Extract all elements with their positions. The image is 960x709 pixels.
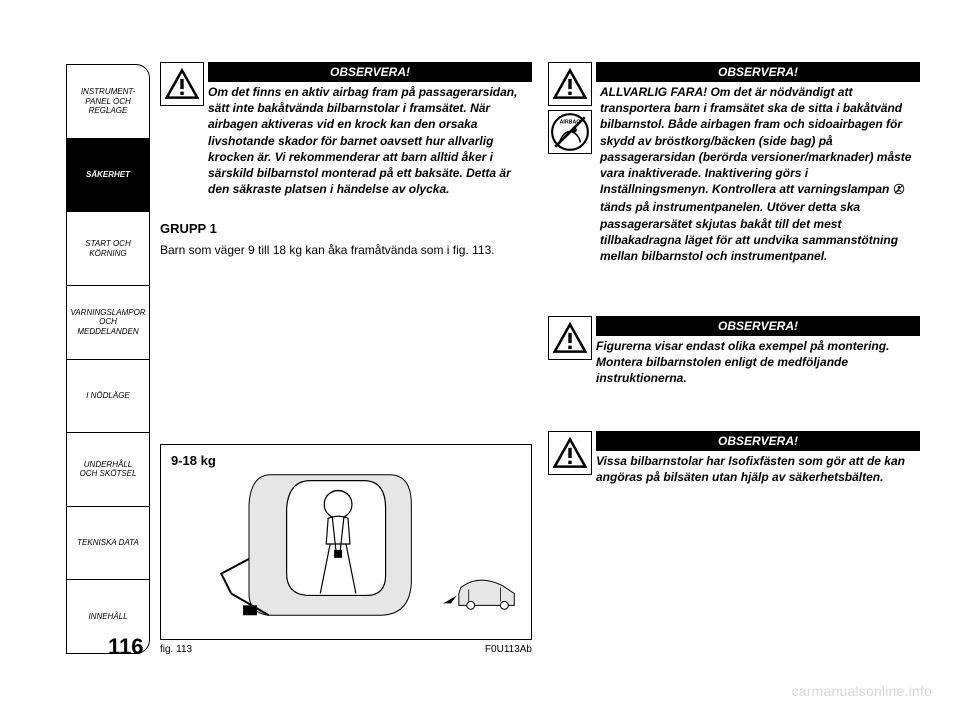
watermark: carmanualsonline.info [792, 683, 932, 699]
warning-text-content: Vissa bilbarnstolar har Isofixfästen som… [596, 454, 905, 484]
airbag-off-inline-icon [893, 183, 905, 199]
sidebar-item-label: INNEHÅLL [88, 612, 127, 622]
sidebar-item-label: TEKNISKA DATA [77, 538, 139, 548]
page-number: 116 [108, 634, 144, 660]
figure-caption-row: fig. 113 F0U113Ab [160, 644, 532, 655]
warning-text-part2: tänds på instrumentpanelen. Utöver detta… [600, 200, 898, 263]
right-column: OBSERVERA! AIRBAG [548, 62, 920, 654]
sidebar: INSTRUMENT-PANEL OCHREGLAGE SÄKERHET STA… [66, 64, 150, 654]
warning-row: Vissa bilbarnstolar har Isofixfästen som… [548, 431, 920, 485]
warning-triangle-icon [548, 431, 592, 475]
group-title: GRUPP 1 [160, 221, 532, 236]
sidebar-item-label: VARNINGSLAMPOROCHMEDDELANDEN [70, 308, 145, 337]
warning-triangle-icon [160, 62, 204, 106]
warning-text-content: Om det finns en aktiv airbag fram på pas… [208, 85, 517, 196]
warning-triangle-icon [548, 316, 592, 360]
warning-text-part1: ALLVARLIG FARA! Om det är nödvändigt att… [600, 85, 911, 196]
sidebar-item-warninglamps[interactable]: VARNINGSLAMPOROCHMEDDELANDEN [66, 286, 150, 360]
group-section: GRUPP 1 Barn som väger 9 till 18 kg kan … [160, 221, 532, 258]
sidebar-item-instrument[interactable]: INSTRUMENT-PANEL OCHREGLAGE [66, 64, 150, 139]
sidebar-item-safety[interactable]: SÄKERHET [66, 139, 150, 213]
sidebar-item-label: SÄKERHET [86, 170, 130, 180]
airbag-off-icon: AIRBAG [548, 110, 592, 154]
warning-box-left: OBSERVERA! Om det finns en aktiv airbag … [160, 62, 532, 197]
warning-icon-stack: AIRBAG [548, 62, 596, 264]
warning-row: Om det finns en aktiv airbag fram på pas… [160, 62, 532, 197]
warning-text: Om det finns en aktiv airbag fram på pas… [208, 62, 532, 197]
warning-text: ALLVARLIG FARA! Om det är nödvändigt att… [600, 62, 920, 264]
page-root: INSTRUMENT-PANEL OCHREGLAGE SÄKERHET STA… [0, 0, 960, 709]
warning-triangle-icon [548, 62, 592, 106]
warning-text: Vissa bilbarnstolar har Isofixfästen som… [596, 431, 920, 485]
figure-box: 9-18 kg [160, 444, 532, 640]
group-body: Barn som väger 9 till 18 kg kan åka fram… [160, 242, 532, 258]
sidebar-item-start[interactable]: START OCHKÖRNING [66, 212, 150, 286]
sidebar-item-maintenance[interactable]: UNDERHÅLLOCH SKÖTSEL [66, 433, 150, 507]
figure-caption-right: F0U113Ab [485, 644, 532, 655]
warning-row: Figurerna visar endast olika exempel på … [548, 316, 920, 387]
figure-wrapper: 9-18 kg [160, 444, 532, 655]
sidebar-item-label: I NÖDLÄGE [86, 391, 130, 401]
warning-box-right-1: OBSERVERA! AIRBAG [548, 62, 920, 264]
sidebar-item-techdata[interactable]: TEKNISKA DATA [66, 507, 150, 581]
child-seat-illustration [161, 445, 531, 639]
warning-text: Figurerna visar endast olika exempel på … [596, 316, 920, 387]
sidebar-item-label: START OCHKÖRNING [85, 239, 130, 258]
warning-box-right-3: OBSERVERA! Vissa bilbarnstolar har Isofi… [548, 431, 920, 485]
sidebar-item-label: INSTRUMENT-PANEL OCHREGLAGE [81, 87, 135, 116]
warning-box-right-2: OBSERVERA! Figurerna visar endast olika … [548, 316, 920, 387]
sidebar-item-label: UNDERHÅLLOCH SKÖTSEL [80, 460, 137, 479]
warning-row: AIRBAG ALLVARLIG FARA! Om det är nödvänd… [548, 62, 920, 264]
figure-caption-left: fig. 113 [160, 644, 192, 655]
warning-text-content: Figurerna visar endast olika exempel på … [596, 339, 889, 385]
sidebar-item-emergency[interactable]: I NÖDLÄGE [66, 360, 150, 434]
